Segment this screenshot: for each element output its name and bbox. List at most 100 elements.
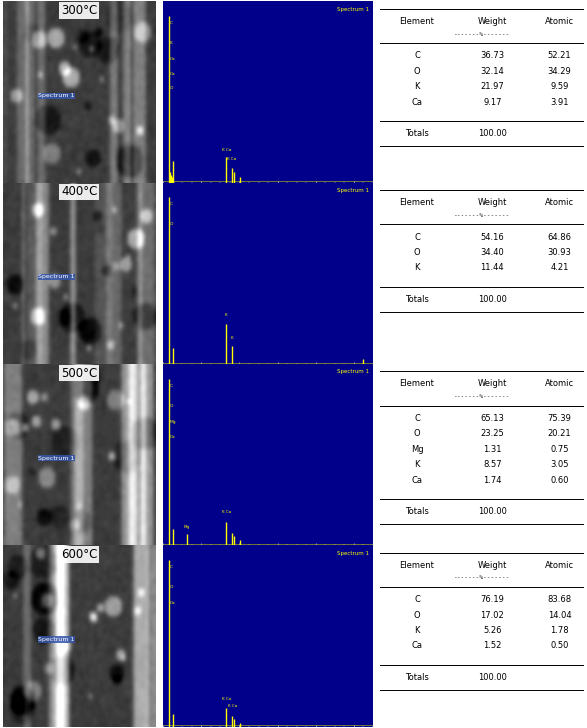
Text: O: O — [170, 223, 173, 226]
Text: 1.31: 1.31 — [483, 445, 502, 454]
Text: Atomic: Atomic — [545, 379, 574, 389]
Text: O: O — [170, 585, 173, 589]
Text: -------%-------: -------%------- — [454, 575, 510, 580]
Text: Spectrum 1: Spectrum 1 — [38, 274, 75, 280]
Text: Spectrum 1: Spectrum 1 — [38, 456, 75, 461]
Text: keV: keV — [363, 205, 373, 210]
Text: 3.05: 3.05 — [551, 460, 569, 469]
Text: 400°C: 400°C — [61, 186, 97, 199]
Text: Spectrum 1: Spectrum 1 — [336, 7, 369, 12]
Text: Spectrum 1: Spectrum 1 — [38, 637, 75, 642]
Text: K: K — [414, 626, 420, 635]
Text: Spectrum 1: Spectrum 1 — [336, 550, 369, 555]
Text: K Ca: K Ca — [222, 148, 231, 152]
Text: Weight: Weight — [478, 379, 507, 389]
Text: 0.75: 0.75 — [551, 445, 569, 454]
Text: C: C — [414, 414, 420, 423]
Text: Ca: Ca — [411, 98, 423, 106]
Text: 21.97: 21.97 — [481, 82, 504, 91]
Text: 11.44: 11.44 — [481, 264, 504, 272]
Text: 300°C: 300°C — [61, 4, 97, 17]
Text: 0.60: 0.60 — [551, 475, 569, 485]
Text: 0.50: 0.50 — [551, 641, 569, 650]
Text: K: K — [230, 336, 233, 341]
Text: 3.91: 3.91 — [551, 98, 569, 106]
Text: C: C — [170, 202, 173, 207]
Text: K: K — [414, 264, 420, 272]
Text: 4.21: 4.21 — [551, 264, 569, 272]
Text: 9.17: 9.17 — [483, 98, 502, 106]
Text: 36.73: 36.73 — [480, 52, 504, 60]
Text: 100.00: 100.00 — [478, 130, 507, 138]
Text: 1.78: 1.78 — [550, 626, 569, 635]
Text: C: C — [414, 52, 420, 60]
Text: Mg: Mg — [411, 445, 423, 454]
Text: O: O — [170, 404, 173, 408]
Text: O: O — [414, 611, 420, 620]
Text: Mg: Mg — [170, 420, 176, 424]
Text: Full Scale 2654 cts Cursor: 11.204  (3 cts): Full Scale 2654 cts Cursor: 11.204 (3 ct… — [163, 567, 248, 571]
Text: Spectrum 1: Spectrum 1 — [38, 93, 75, 98]
Text: Element: Element — [400, 379, 434, 389]
Text: Full Scale 2148 cts Cursor: 11.204  (0 cts): Full Scale 2148 cts Cursor: 11.204 (0 ct… — [163, 205, 248, 208]
Text: Full Scale 1038 cts Cursor: 11.204  (2 cts): Full Scale 1038 cts Cursor: 11.204 (2 ct… — [163, 386, 248, 389]
Text: Element: Element — [400, 17, 434, 26]
Text: 75.39: 75.39 — [548, 414, 572, 423]
Text: 34.40: 34.40 — [481, 248, 504, 257]
Text: 8.57: 8.57 — [483, 460, 502, 469]
Text: 100.00: 100.00 — [478, 673, 507, 682]
Text: 83.68: 83.68 — [548, 596, 572, 604]
Text: 76.19: 76.19 — [480, 596, 504, 604]
Text: Ca: Ca — [411, 641, 423, 650]
Text: Atomic: Atomic — [545, 198, 574, 207]
Text: 1.74: 1.74 — [483, 475, 502, 485]
Text: Ca: Ca — [170, 601, 176, 605]
Text: K: K — [225, 313, 228, 317]
Text: K: K — [170, 41, 173, 45]
Text: 30.93: 30.93 — [548, 248, 572, 257]
Text: C: C — [170, 21, 173, 25]
Text: 500°C: 500°C — [61, 367, 97, 380]
Text: -------%-------: -------%------- — [454, 31, 510, 36]
Text: 1.52: 1.52 — [483, 641, 501, 650]
Text: 20.21: 20.21 — [548, 430, 571, 438]
Text: 52.21: 52.21 — [548, 52, 571, 60]
Text: K: K — [414, 460, 420, 469]
Text: 600°C: 600°C — [61, 548, 97, 561]
Text: -------%-------: -------%------- — [454, 213, 510, 218]
Text: Element: Element — [400, 198, 434, 207]
Text: -------%-------: -------%------- — [454, 394, 510, 399]
Text: 100.00: 100.00 — [478, 507, 507, 516]
Text: C: C — [170, 565, 173, 569]
Text: Mg: Mg — [184, 525, 190, 529]
Text: K Ca: K Ca — [222, 510, 232, 515]
Text: C: C — [414, 233, 420, 242]
Text: 9.59: 9.59 — [551, 82, 569, 91]
Text: 100.00: 100.00 — [478, 295, 507, 304]
Text: K: K — [414, 82, 420, 91]
Text: 32.14: 32.14 — [481, 67, 504, 76]
Text: O: O — [414, 67, 420, 76]
Text: Element: Element — [400, 561, 434, 570]
Text: C: C — [170, 384, 173, 388]
Text: K Ca: K Ca — [227, 157, 237, 161]
Text: O: O — [414, 430, 420, 438]
Text: Atomic: Atomic — [545, 561, 574, 570]
Text: Totals: Totals — [405, 673, 429, 682]
Text: K Co: K Co — [222, 697, 231, 701]
Text: 14.04: 14.04 — [548, 611, 571, 620]
Text: K Ca: K Ca — [228, 705, 237, 708]
Text: Ca: Ca — [170, 72, 176, 76]
Text: keV: keV — [363, 386, 373, 391]
Text: Totals: Totals — [405, 295, 429, 304]
Text: Ca: Ca — [170, 435, 176, 438]
Text: Ca: Ca — [170, 58, 176, 61]
Text: 17.02: 17.02 — [481, 611, 504, 620]
Text: Totals: Totals — [405, 130, 429, 138]
Text: O: O — [414, 248, 420, 257]
Text: 64.86: 64.86 — [548, 233, 572, 242]
Text: 65.13: 65.13 — [480, 414, 504, 423]
Text: Weight: Weight — [478, 561, 507, 570]
Text: Totals: Totals — [405, 507, 429, 516]
Text: Weight: Weight — [478, 17, 507, 26]
